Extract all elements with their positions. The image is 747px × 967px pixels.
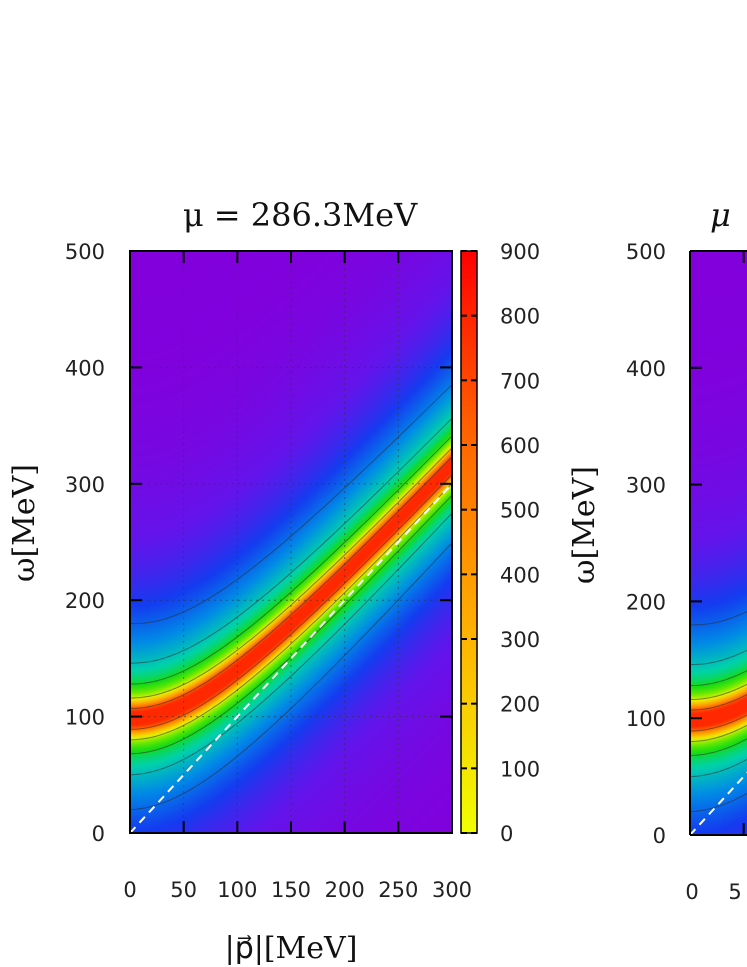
colorbar-tick-label: 500 [500, 499, 540, 523]
left-ticks [129, 250, 453, 834]
x-tick-label: 200 [325, 878, 365, 902]
x-tick-label: 300 [432, 878, 472, 902]
colorbar-ticks [461, 250, 477, 834]
x-tick-label: 100 [217, 878, 257, 902]
contour-line [690, 738, 747, 757]
y-tick-label: 0 [92, 822, 105, 846]
x-tick-label: 0 [123, 878, 136, 902]
y-tick-label: 200 [65, 589, 105, 613]
left-y-axis-label: ω[MeV] [7, 464, 42, 582]
contour-line [130, 512, 452, 776]
x-tick-label: 150 [271, 878, 311, 902]
x-tick-label: 250 [378, 878, 418, 902]
right-y-tick-label: 300 [626, 474, 666, 498]
right-y-tick-label: 200 [626, 590, 666, 614]
contour-line [690, 611, 747, 626]
contour-line [130, 474, 452, 730]
right-contours [690, 611, 747, 813]
right-heatmap [690, 251, 747, 835]
left-y-tick-labels: 0 100 200 300 400 500 [65, 240, 105, 846]
left-contours [130, 384, 452, 811]
y-tick-label: 400 [65, 356, 105, 380]
left-panel: μ = 286.3MeV 0 50 100 150 200 250 300 0 100 200 3… [7, 196, 540, 966]
right-heatmap-image [690, 251, 747, 835]
right-x-tick-label: 5 [728, 880, 741, 904]
contour-line [130, 494, 452, 755]
y-tick-label: 300 [65, 473, 105, 497]
right-x-tick-label: 0 [685, 880, 698, 904]
contour-line [130, 483, 452, 741]
right-y-tick-label: 400 [626, 357, 666, 381]
right-y-tick-label: 500 [626, 240, 666, 264]
colorbar-tick-label: 200 [500, 693, 540, 717]
left-panel-title: μ = 286.3MeV [183, 196, 418, 234]
colorbar-tick-label: 700 [500, 369, 540, 393]
contour-line [690, 683, 747, 700]
colorbar-tick-label: 600 [500, 434, 540, 458]
colorbar-tick-label: 300 [500, 628, 540, 652]
contour-line [690, 792, 747, 813]
colorbar [460, 250, 478, 834]
left-grid [130, 251, 452, 833]
right-y-tick-label: 100 [626, 707, 666, 731]
right-y-axis-label: ω[MeV] [567, 466, 602, 584]
contour-line [690, 714, 747, 732]
contour-line [690, 724, 747, 743]
colorbar-tick-label: 900 [500, 240, 540, 264]
left-light-cone-line [130, 483, 452, 833]
colorbar-tick-label: 800 [500, 305, 540, 329]
contour-line [130, 542, 452, 811]
x-tick-label: 50 [170, 878, 197, 902]
colorbar-tick-labels: 0 100 200 300 400 500 600 700 800 900 [500, 240, 540, 846]
left-heatmap [130, 251, 452, 833]
contour-line [130, 447, 452, 699]
contour-line [130, 435, 452, 685]
colorbar-tick-label: 400 [500, 563, 540, 587]
y-tick-label: 100 [65, 706, 105, 730]
contour-line [690, 758, 747, 778]
left-x-axis-label: |p⃗|[MeV] [225, 931, 358, 966]
colorbar-tick-label: 0 [500, 822, 513, 846]
contour-line [130, 417, 452, 664]
contour-line [690, 694, 747, 711]
contour-line [130, 384, 452, 625]
left-x-tick-labels: 0 50 100 150 200 250 300 [123, 878, 472, 902]
contour-line [690, 670, 747, 686]
right-y-tick-labels: 0 100 200 300 400 500 [626, 240, 666, 848]
right-y-tick-label: 0 [653, 824, 666, 848]
colorbar-tick-label: 100 [500, 757, 540, 781]
left-heatmap-image [130, 251, 452, 833]
contour-line [690, 649, 747, 665]
right-ticks [689, 250, 745, 836]
right-panel-title: μ [710, 196, 731, 234]
y-tick-label: 500 [65, 240, 105, 264]
contour-line [130, 456, 452, 709]
